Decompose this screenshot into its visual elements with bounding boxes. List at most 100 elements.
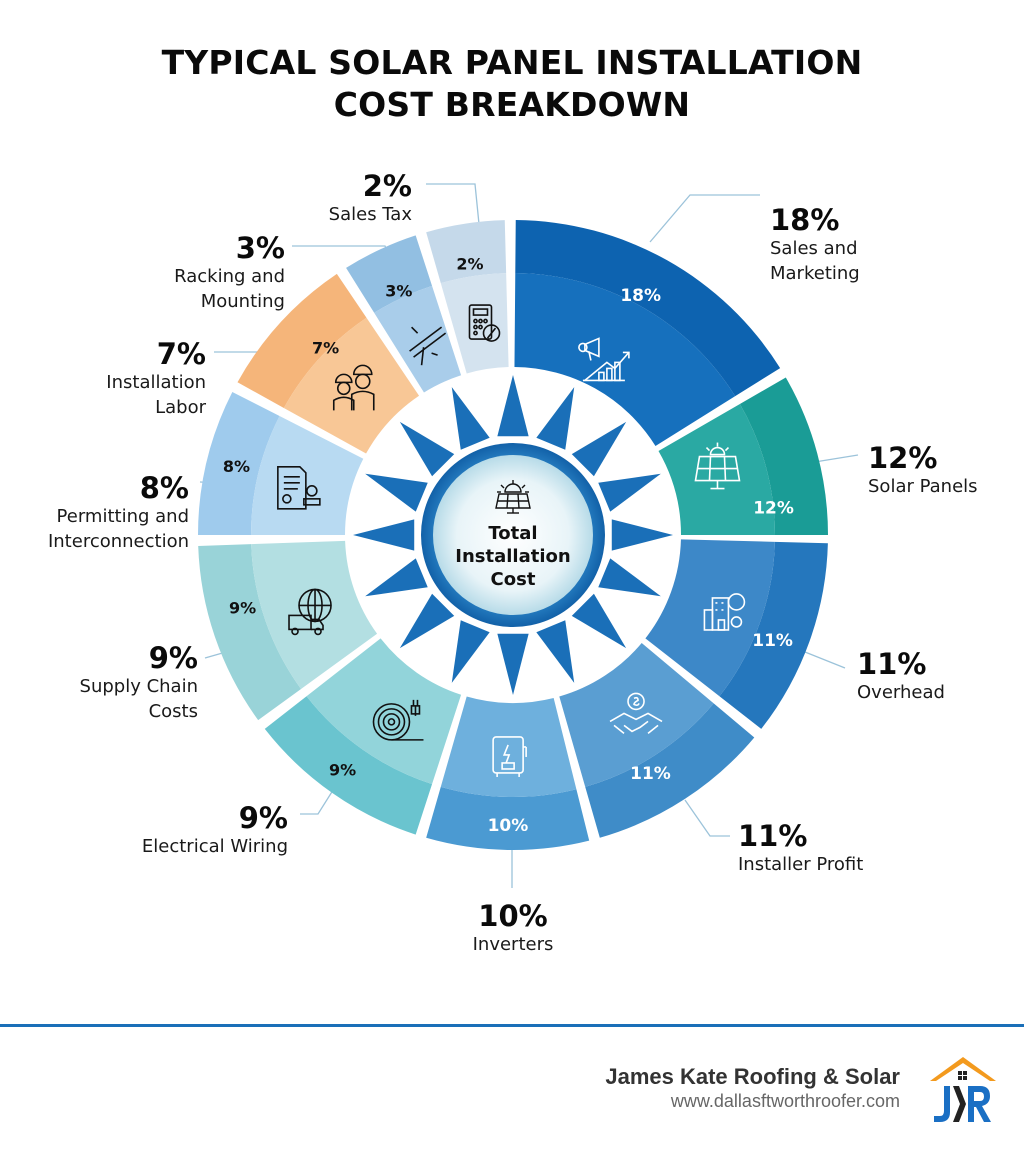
callout-label: Installation Labor — [106, 372, 206, 418]
callout-pct: 12% — [868, 441, 938, 475]
callout-permitting: 8% Permitting and Interconnection — [48, 472, 189, 554]
callout-installation-labor: 7% Installation Labor — [106, 338, 206, 420]
callout-electrical-wiring: 9% Electrical Wiring — [142, 802, 288, 859]
leader-line — [300, 786, 336, 815]
segment-sales-marketing — [515, 220, 781, 397]
callout-racking-mounting: 3% Racking and Mounting — [174, 232, 285, 314]
sun-ray — [353, 519, 415, 551]
sun-rays — [353, 375, 673, 695]
sun-ray — [497, 633, 529, 695]
callout-label: Inverters — [472, 934, 554, 955]
segment-pct-label: 3% — [385, 281, 412, 300]
segment-solar-panels — [739, 377, 828, 535]
segment-electrical-wiring — [264, 696, 433, 835]
globe-truck-icon — [288, 588, 332, 636]
company-name: James Kate Roofing & Solar — [605, 1064, 900, 1089]
sun-ray — [598, 558, 661, 597]
callout-pct: 2% — [362, 169, 412, 203]
leader-line — [649, 194, 760, 243]
segment-inner-sales-marketing — [514, 273, 736, 446]
handshake-dollar-icon — [609, 692, 663, 735]
donut-segments — [198, 220, 828, 850]
segment-pct-label: 2% — [456, 254, 483, 273]
megaphone-growth-icon — [578, 337, 630, 382]
segment-permitting — [198, 391, 280, 535]
callout-pct: 9% — [238, 801, 288, 835]
center-hub — [421, 443, 605, 627]
segment-installation-labor — [237, 273, 367, 408]
callout-solar-panels: 12% Solar Panels — [868, 442, 978, 499]
chart-title: TYPICAL SOLAR PANEL INSTALLATION COST BR… — [161, 43, 863, 124]
segment-inner-supply-chain — [251, 540, 378, 689]
callout-label: Installer Profit — [738, 854, 864, 875]
sun-ray — [611, 519, 673, 551]
callout-pct: 10% — [478, 899, 548, 933]
leader-line — [804, 651, 846, 669]
segment-pct-label: 10% — [488, 816, 529, 836]
segment-inverters — [426, 786, 590, 850]
company-url[interactable]: www.dallasftworthroofer.com — [670, 1091, 900, 1111]
segment-pct-label: 8% — [223, 457, 250, 476]
solar-panel-icon — [495, 480, 531, 514]
building-gears-icon — [703, 593, 746, 631]
callout-pct: 18% — [770, 203, 840, 237]
segment-inner-installation-labor — [283, 317, 420, 454]
callout-label: Racking and Mounting — [174, 266, 285, 312]
company-logo — [930, 1057, 996, 1122]
segment-overhead — [719, 541, 828, 729]
segment-icons — [277, 304, 746, 777]
segment-pct-label: 7% — [312, 339, 339, 358]
leader-line — [684, 799, 730, 837]
footer-divider — [0, 1024, 1024, 1027]
sun-ray — [365, 473, 428, 512]
mounting-rail-icon — [409, 326, 447, 366]
segment-pct-label: 11% — [630, 764, 671, 784]
segment-inner-installer-profit — [559, 642, 714, 787]
segment-inner-racking-mounting — [374, 285, 462, 393]
segment-pct-label: 9% — [329, 761, 356, 780]
sun-ray — [536, 620, 575, 683]
segment-inner-labels: 18% 12% 11% 11% 10% 9% 9% 8% 7% 3% 2% — [223, 254, 794, 836]
segment-inner-inverters — [440, 696, 577, 797]
segment-racking-mounting — [346, 235, 433, 313]
callout-label: Supply Chain Costs — [79, 676, 198, 722]
callout-pct: 8% — [139, 471, 189, 505]
document-stamp-icon — [277, 466, 321, 510]
segment-inner-solar-panels — [658, 404, 775, 535]
sun-ray — [571, 593, 627, 649]
sun-ray — [536, 387, 575, 450]
segment-pct-label: 18% — [620, 286, 661, 306]
callout-label: Sales and Marketing — [770, 238, 860, 284]
segment-pct-label: 11% — [752, 631, 793, 651]
segment-sales-tax — [426, 220, 507, 284]
sun-ray — [451, 387, 490, 450]
callout-supply-chain: 9% Supply Chain Costs — [80, 642, 198, 724]
inverter-box-icon — [492, 736, 527, 777]
center-label: Total Installation Cost — [455, 523, 571, 590]
sun-ray — [399, 593, 455, 649]
sun-ray — [598, 473, 661, 512]
callout-sales-tax: 2% Sales Tax — [329, 170, 412, 227]
callout-label: Sales Tax — [328, 204, 412, 225]
sun-ray — [497, 375, 529, 437]
callout-pct: 3% — [235, 231, 285, 265]
callout-label: Overhead — [857, 682, 945, 703]
company-brand: James Kate Roofing & Solar www.dallasftw… — [605, 1064, 900, 1112]
callout-label: Permitting and Interconnection — [47, 506, 189, 552]
calculator-percent-icon — [468, 304, 501, 342]
callout-installer-profit: 11% Installer Profit — [738, 820, 863, 877]
callout-label: Solar Panels — [868, 476, 978, 497]
callout-inverters: 10% Inverters — [443, 900, 583, 957]
callout-pct: 11% — [738, 819, 808, 853]
callout-pct: 9% — [148, 641, 198, 675]
callout-label: Electrical Wiring — [141, 836, 288, 857]
sun-ray — [365, 558, 428, 597]
callout-pct: 11% — [857, 647, 927, 681]
segment-inner-overhead — [645, 539, 775, 697]
callout-sales-marketing: 18% Sales and Marketing — [770, 204, 860, 286]
workers-hardhat-icon — [332, 364, 375, 411]
segment-pct-label: 9% — [229, 598, 256, 617]
segment-pct-label: 12% — [753, 499, 794, 519]
sun-ray — [399, 421, 455, 477]
